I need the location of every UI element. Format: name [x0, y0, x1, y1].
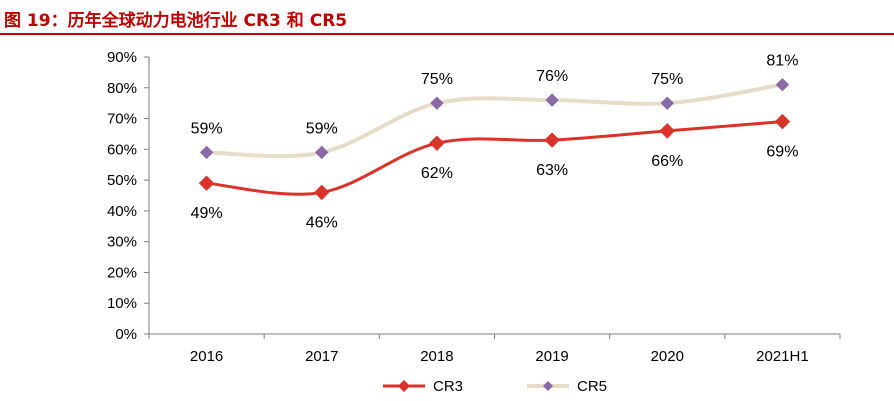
y-tick-label: 40% [107, 203, 137, 220]
data-point-cr5 [545, 93, 559, 107]
data-point-cr3 [198, 175, 215, 191]
y-tick-label: 70% [107, 111, 137, 128]
data-label-cr3: 63% [536, 162, 568, 179]
data-label-cr5: 59% [191, 120, 223, 137]
data-point-cr3 [659, 123, 675, 139]
data-point-cr5 [199, 145, 214, 160]
legend-label-cr3: CR3 [433, 378, 463, 395]
data-point-cr5 [315, 145, 329, 160]
data-label-cr5: 76% [536, 68, 568, 85]
data-label-cr3: 62% [421, 165, 453, 182]
x-tick-label: 2021H1 [756, 348, 809, 365]
data-point-cr3 [314, 184, 330, 201]
y-tick-label: 20% [107, 264, 137, 281]
x-tick-label: 2018 [420, 348, 453, 365]
y-tick-label: 80% [107, 80, 137, 97]
y-tick-label: 90% [107, 49, 137, 66]
legend-marker-cr5 [543, 381, 553, 391]
data-label-cr5: 75% [651, 71, 683, 88]
data-point-cr3 [774, 113, 791, 130]
x-tick-label: 2017 [305, 348, 338, 365]
data-point-cr5 [430, 96, 444, 110]
y-tick-label: 10% [107, 295, 137, 312]
data-label-cr3: 66% [651, 153, 683, 170]
data-point-cr5 [660, 96, 674, 110]
x-tick-label: 2020 [651, 348, 684, 365]
data-point-cr3 [429, 135, 445, 151]
figure-title: 图 19：历年全球动力电池行业 CR3 和 CR5 [4, 11, 348, 31]
legend-label-cr5: CR5 [577, 378, 607, 395]
series-line-cr5 [204, 82, 785, 159]
data-label-cr5: 81% [766, 53, 798, 70]
title-rule [0, 33, 894, 35]
x-tick-label: 2019 [535, 348, 568, 365]
y-tick-label: 60% [107, 141, 137, 158]
series-line-cr3 [205, 120, 784, 196]
data-label-cr3: 46% [306, 214, 338, 231]
y-tick-label: 30% [107, 234, 137, 251]
data-label-cr5: 75% [421, 71, 453, 88]
data-label-cr3: 49% [191, 205, 223, 222]
data-label-cr3: 69% [766, 144, 798, 161]
data-label-cr5: 59% [306, 120, 338, 137]
data-point-cr5 [775, 77, 790, 92]
legend-marker-cr3 [398, 380, 410, 392]
y-tick-label: 50% [107, 172, 137, 189]
y-tick-label: 0% [115, 326, 137, 343]
x-tick-label: 2016 [190, 348, 223, 365]
data-point-cr3 [544, 132, 560, 148]
